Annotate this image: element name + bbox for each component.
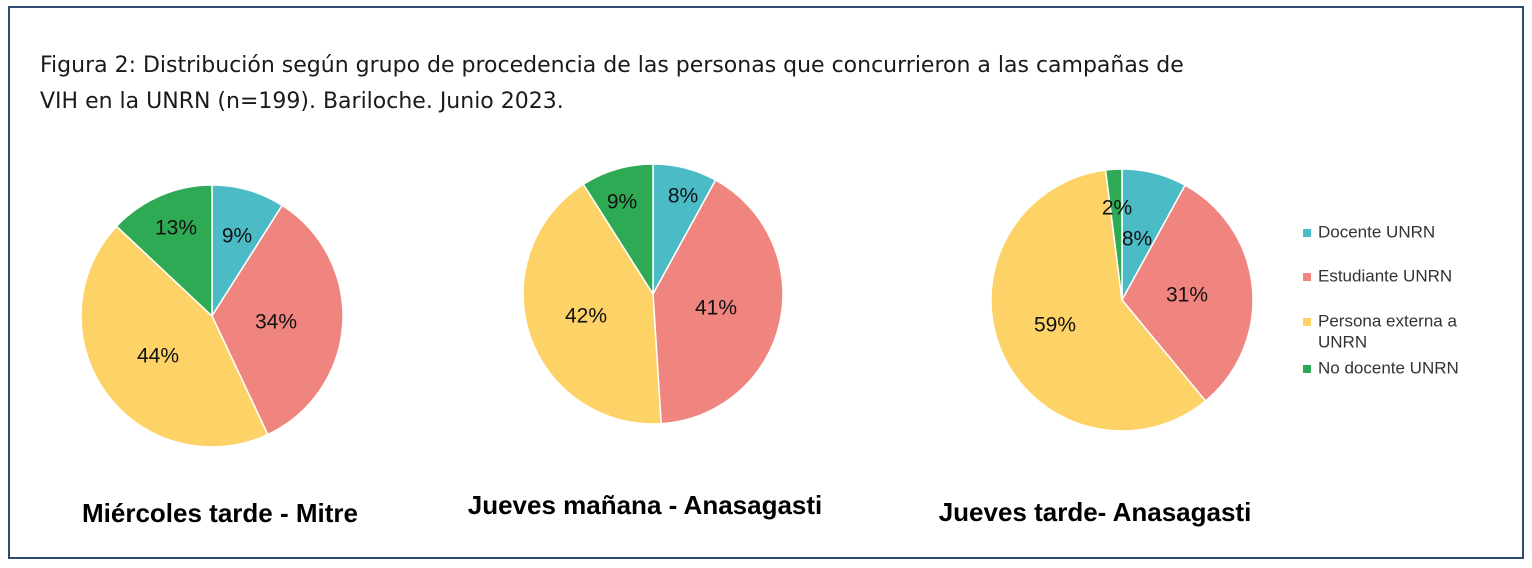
pie-chart-1: 9% 34% 44% 13% Miércoles tarde - Mitre — [80, 184, 358, 528]
figure-title: Figura 2: Distribución según grupo de pr… — [40, 48, 1440, 120]
legend-swatch-2 — [1303, 273, 1311, 281]
figure-title-line-2: VIH en la UNRN (n=199). Bariloche. Junio… — [40, 89, 564, 114]
figure-title-line-1: Figura 2: Distribución según grupo de pr… — [40, 53, 1184, 78]
slice-label-2-2: 41% — [695, 297, 737, 320]
slice-label-3-4: 2% — [1102, 197, 1132, 220]
pie-slice-2-3 — [522, 183, 662, 425]
slice-label-3-2: 31% — [1166, 284, 1208, 307]
slice-label-2-1: 8% — [668, 185, 698, 208]
legend-label-4: No docente UNRN — [1318, 358, 1459, 377]
slice-label-2-4: 9% — [607, 191, 637, 214]
legend-swatch-1 — [1303, 229, 1311, 237]
slice-label-3-1: 8% — [1122, 228, 1152, 251]
pie-slice-3-3 — [990, 169, 1207, 432]
legend-label-2: Estudiante UNRN — [1318, 266, 1452, 285]
slice-label-1-1: 9% — [222, 225, 252, 248]
pie-chart-3: 8% 31% 59% 2% Jueves tarde- Anasagasti — [939, 168, 1254, 527]
slice-label-1-2: 34% — [255, 311, 297, 334]
legend-label-3-2: UNRN — [1318, 332, 1367, 351]
legend-label-1: Docente UNRN — [1318, 222, 1435, 241]
pie-slice-1-2 — [211, 204, 344, 436]
slice-label-1-4: 13% — [155, 217, 197, 240]
pie-slice-1-4 — [115, 184, 213, 318]
slice-label-2-3: 42% — [565, 305, 607, 328]
slice-label-1-3: 44% — [137, 345, 179, 368]
chart-title-3: Jueves tarde- Anasagasti — [939, 497, 1252, 527]
chart-title-1: Miércoles tarde - Mitre — [82, 498, 358, 528]
legend-swatch-3 — [1303, 318, 1311, 326]
legend-swatch-4 — [1303, 365, 1311, 373]
slice-label-3-3: 59% — [1034, 314, 1076, 337]
legend: Docente UNRN Estudiante UNRN Persona exter… — [1303, 222, 1459, 377]
chart-title-2: Jueves mañana - Anasagasti — [468, 490, 823, 520]
pie-slice-2-4 — [582, 163, 654, 297]
pie-chart-2: 8% 41% 42% 9% Jueves mañana - Anasagasti — [468, 163, 823, 520]
pie-slice-3-2 — [1121, 184, 1254, 402]
legend-label-3-1: Persona externa a — [1318, 311, 1457, 330]
pie-slice-1-3 — [80, 225, 269, 448]
pie-slice-3-4 — [1104, 168, 1123, 301]
pie-slice-2-2 — [652, 179, 784, 425]
